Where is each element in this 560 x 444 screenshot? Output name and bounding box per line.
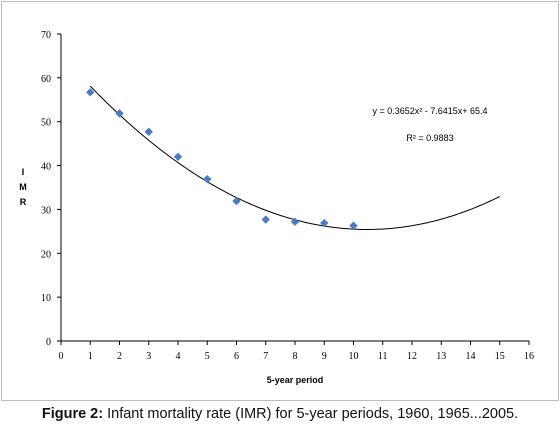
x-tick-label: 3 [146,351,151,362]
x-tick-label: 0 [59,351,64,362]
x-tick-label: 10 [349,351,359,362]
y-tick-label: 50 [41,118,51,129]
y-tick-label: 10 [41,293,51,304]
figure-label: Figure 2: [41,406,104,422]
data-point [290,217,300,226]
data-point [232,196,241,206]
x-tick-label: 9 [322,351,327,362]
chart-frame [1,1,559,401]
x-axis-title: 5-year period [267,375,324,385]
x-tick-label: 12 [407,351,417,362]
x-tick-label: 7 [263,351,268,362]
x-tick-label: 5 [205,351,210,362]
x-tick-label: 11 [378,351,388,362]
x-tick-label: 13 [436,351,446,362]
data-point [144,127,153,137]
figure-caption: Figure 2: Infant mortality rate (IMR) fo… [0,406,560,422]
y-tick-label: 60 [41,74,51,85]
y-tick-label: 40 [41,162,51,173]
y-axis-title-letter: M [19,182,27,192]
x-tick-label: 4 [176,351,181,362]
x-tick-label: 16 [524,351,534,362]
x-tick-labels: 0 1 2 3 4 5 6 7 8 9 10 11 12 13 14 15 16 [59,351,535,362]
x-tick-label: 8 [293,351,298,362]
y-axis-title-letter: I [22,167,25,177]
data-point [173,152,183,161]
data-points [86,88,358,230]
y-axis-title: IMR [19,167,27,207]
x-tick-label: 6 [234,351,239,362]
chart-axes [57,33,530,345]
x-tick-label: 14 [466,351,476,362]
scatter-chart: 0 1 2 3 4 5 6 7 8 9 10 11 12 13 14 15 16 010203040506070… [19,30,535,385]
r-squared-label: R² = 0.9883 [406,133,453,143]
data-point [349,221,358,230]
trendline-equation: y = 0.3652x² - 7.6415x+ 65.4 [372,106,487,116]
x-tick-label: 15 [495,351,505,362]
y-axis-title-letter: R [20,197,27,207]
y-tick-label: 30 [41,205,51,216]
y-tick-label: 70 [41,30,51,41]
data-point [115,109,124,118]
x-tick-label: 2 [117,351,122,362]
x-tick-label: 1 [88,351,93,362]
data-point [203,174,212,184]
figure-caption-text: Infant mortality rate (IMR) for 5-year p… [103,406,519,422]
y-tick-label: 20 [41,249,51,260]
y-tick-labels: 0 10 20 30 40 50 60 70 [41,30,51,348]
data-point [261,215,270,224]
y-tick-label: 0 [46,337,51,348]
data-point [86,88,95,97]
data-point [320,218,329,228]
